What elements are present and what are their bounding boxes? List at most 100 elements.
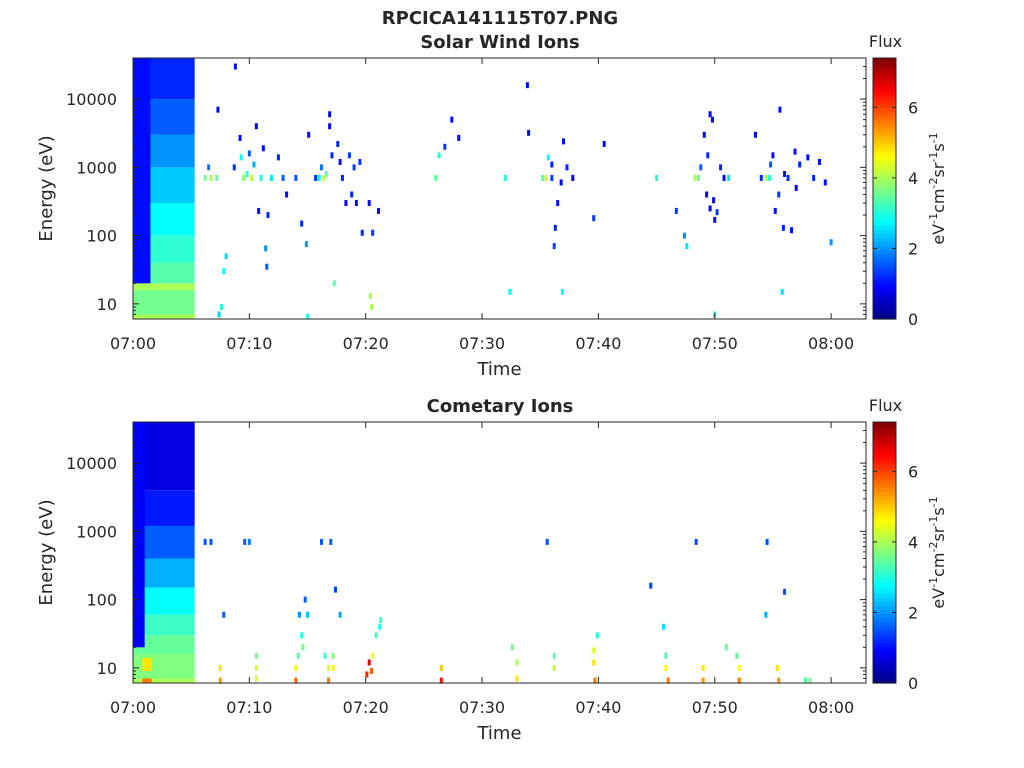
data-cell — [781, 224, 785, 231]
colorbar-segment — [873, 422, 896, 427]
unit-cm: cm — [929, 553, 948, 577]
data-cell — [344, 200, 348, 207]
unit-ev: eV — [929, 588, 948, 609]
x-axis: 07:00 07:10 07:20 07:30 07:40 07:50 08:00 — [110, 58, 854, 353]
data-cell — [664, 664, 668, 671]
colorbar-segment — [873, 434, 896, 439]
data-cell — [829, 239, 833, 246]
colorbar-segment — [873, 249, 896, 255]
unit-sr: sr — [929, 526, 948, 541]
colorbar-tick-label: 0 — [908, 310, 918, 329]
data-cell — [238, 134, 242, 141]
x-tick-label: 07:40 — [575, 698, 621, 717]
colorbar-segment — [873, 658, 896, 664]
data-cell — [379, 617, 383, 624]
data-cell — [378, 623, 382, 630]
data-cell — [592, 647, 596, 654]
colorbar-tick-label: 6 — [908, 98, 918, 117]
x-tick-label: 07:10 — [226, 334, 272, 353]
x-tick-label: 07:00 — [110, 698, 156, 717]
data-cell — [545, 538, 549, 545]
x-tick-label: 07:00 — [110, 334, 156, 353]
data-cell — [443, 143, 447, 150]
data-cell — [776, 664, 780, 671]
data-cell — [737, 677, 741, 684]
colorbar-segment — [873, 597, 896, 603]
colorbar-segment — [873, 233, 896, 239]
colorbar-segment — [873, 196, 896, 202]
data-cell — [552, 652, 556, 659]
colorbar-segment — [873, 123, 896, 128]
data-cell — [817, 158, 821, 165]
data-cell — [515, 675, 519, 682]
data-cell — [649, 582, 653, 589]
colorbar-segment — [873, 642, 896, 647]
data-cell — [592, 659, 596, 666]
unit-sr-exp: -1 — [927, 152, 940, 163]
y-axis: 10 100 1000 10000 — [66, 57, 866, 320]
colorbar-segment — [873, 609, 896, 615]
colorbar-segment — [873, 495, 896, 501]
data-cell — [682, 232, 686, 239]
colorbar-segment — [873, 82, 896, 88]
data-cell — [727, 174, 731, 181]
data-cell — [215, 174, 219, 181]
colorbar-segment — [873, 253, 896, 259]
data-cell — [370, 303, 374, 310]
x-axis: 07:00 07:10 07:20 07:30 07:40 07:50 08:00 — [110, 422, 854, 717]
data-cell — [332, 280, 336, 287]
unit-cm-exp: -2 — [927, 542, 940, 553]
data-cell — [314, 174, 318, 181]
data-cell — [368, 293, 372, 300]
data-cell — [371, 229, 375, 236]
data-cell — [326, 677, 330, 684]
y-tick-label: 10 — [97, 659, 117, 678]
colorbar-segment — [873, 278, 896, 283]
colorbar-segment — [873, 536, 896, 541]
data-cell — [331, 652, 335, 659]
figure-filename: RPCICA141115T07.PNG — [382, 8, 618, 29]
x-tick-label: 07:50 — [692, 334, 738, 353]
colorbar-segment — [873, 462, 896, 468]
panel-solar-wind-ions: Solar Wind Ions 07:00 07:10 07:20 07:30 07:4… — [36, 32, 948, 380]
colorbar-segment — [873, 290, 896, 296]
colorbar-segment — [873, 314, 896, 320]
data-cell — [753, 131, 757, 138]
data-cell — [330, 152, 334, 159]
data-cell — [737, 664, 741, 671]
data-cell — [724, 644, 728, 651]
colorbar-frame — [872, 57, 897, 320]
data-cell — [209, 538, 213, 545]
colorbar-tick-label: 0 — [908, 674, 918, 693]
unit-s: s — [929, 143, 948, 151]
colorbar-segment — [873, 483, 896, 488]
colorbar-segment — [873, 66, 896, 71]
data-cell — [301, 644, 305, 651]
data-cell — [798, 161, 802, 168]
y-axis-label: Energy (eV) — [36, 135, 57, 241]
colorbar-segment — [873, 98, 896, 104]
colorbar-segment — [873, 147, 896, 153]
colorbar-segment — [873, 237, 896, 243]
colorbar-segment — [873, 625, 896, 631]
data-cell — [693, 174, 697, 181]
colorbar-segment — [873, 294, 896, 300]
colorbar-segment — [873, 172, 896, 177]
data-cell — [503, 174, 507, 181]
data-cell — [350, 191, 354, 198]
data-cell — [823, 179, 827, 186]
colorbar-segment — [873, 430, 896, 435]
data-cell — [259, 174, 263, 181]
colorbar-segment — [873, 670, 896, 676]
data-cell — [685, 243, 689, 250]
background-hot-cell — [142, 678, 152, 683]
data-cell — [222, 611, 226, 618]
colorbar-segment — [873, 442, 896, 448]
plot-frame — [132, 421, 867, 684]
data-cell — [552, 664, 556, 671]
y-tick-label: 1000 — [76, 158, 117, 177]
colorbar-segment — [873, 286, 896, 292]
data-cell — [239, 154, 243, 161]
colorbar-segment — [873, 629, 896, 635]
colorbar-segment — [873, 180, 896, 186]
